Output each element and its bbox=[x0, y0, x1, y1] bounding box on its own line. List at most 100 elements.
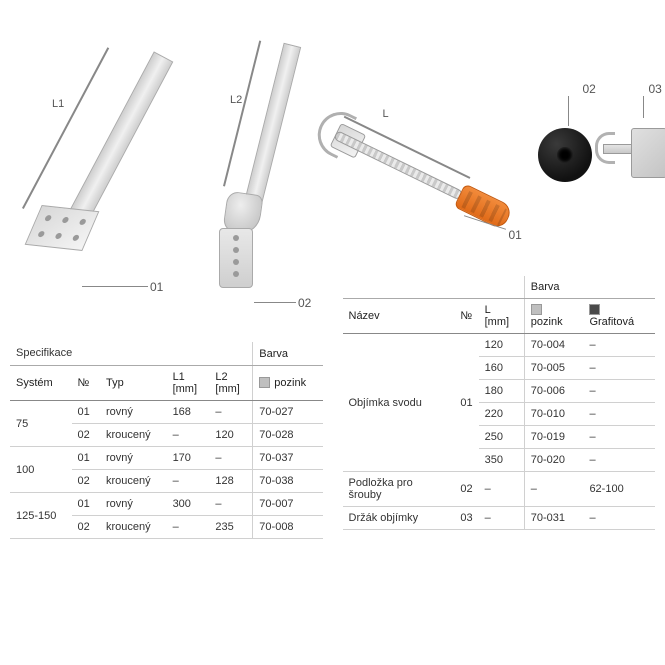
cell-l2: – bbox=[209, 447, 252, 470]
dim-l2-label: L2 bbox=[230, 94, 242, 106]
cell-pozink: 70-031 bbox=[524, 507, 583, 530]
cell-l: 350 bbox=[479, 449, 525, 472]
cell-l: 160 bbox=[479, 357, 525, 380]
callout-01: 01 bbox=[150, 280, 163, 294]
r-barva-header: Barva bbox=[524, 276, 655, 299]
swatch-grafit-icon bbox=[589, 304, 600, 315]
cell-l: 120 bbox=[479, 334, 525, 357]
cell-pozink: 70-005 bbox=[524, 357, 583, 380]
cell-grafit: – bbox=[583, 403, 655, 426]
callout-02: 02 bbox=[298, 296, 311, 310]
left-table: Specifikace Barva Systém № Typ L1 [mm] L… bbox=[10, 342, 323, 539]
cell-l: – bbox=[479, 507, 525, 530]
cell-l2: 128 bbox=[209, 470, 252, 493]
spec-header: Specifikace bbox=[10, 342, 253, 366]
cell-pozink: 70-006 bbox=[524, 380, 583, 403]
cell-l1: – bbox=[167, 516, 210, 539]
left-diagram: L1 01 L2 02 bbox=[10, 8, 323, 328]
cell-typ: kroucený bbox=[100, 516, 167, 539]
col-nr: № bbox=[72, 366, 100, 401]
left-panel: L1 01 L2 02 Specifikace Barva bbox=[0, 0, 333, 665]
cell-pozink: 70-010 bbox=[524, 403, 583, 426]
r-callout-02: 02 bbox=[583, 82, 596, 96]
cell-pozink: 70-008 bbox=[253, 516, 323, 539]
table-row: Objímka svodu0112070-004– bbox=[343, 334, 656, 357]
cell-nazev: Držák objímky bbox=[343, 507, 455, 530]
cell-l1: – bbox=[167, 424, 210, 447]
cell-nr: 01 bbox=[72, 447, 100, 470]
col-l2: L2 [mm] bbox=[209, 366, 252, 401]
table-row: Držák objímky03–70-031– bbox=[343, 507, 656, 530]
col-system: Systém bbox=[10, 366, 72, 401]
swatch-pozink-icon bbox=[259, 377, 270, 388]
cell-typ: rovný bbox=[100, 493, 167, 516]
cell-l2: 120 bbox=[209, 424, 252, 447]
cell-grafit: – bbox=[583, 426, 655, 449]
right-table: Barva Název № L [mm] pozink Grafitová bbox=[343, 276, 656, 530]
cell-typ: rovný bbox=[100, 401, 167, 424]
table-row: 10001rovný170–70-037 bbox=[10, 447, 323, 470]
cell-l: 250 bbox=[479, 426, 525, 449]
cell-pozink: – bbox=[524, 472, 583, 507]
cell-grafit: 62-100 bbox=[583, 472, 655, 507]
cell-system: 75 bbox=[10, 401, 72, 447]
r-callout-03: 03 bbox=[649, 82, 662, 96]
strap-twisted-icon bbox=[205, 38, 335, 298]
cell-pozink: 70-004 bbox=[524, 334, 583, 357]
cell-nr: 01 bbox=[72, 401, 100, 424]
cell-nr: 02 bbox=[72, 424, 100, 447]
cell-l2: – bbox=[209, 401, 252, 424]
dim-l1-label: L1 bbox=[52, 98, 64, 110]
cell-l2: 235 bbox=[209, 516, 252, 539]
cell-typ: rovný bbox=[100, 447, 167, 470]
cell-grafit: – bbox=[583, 449, 655, 472]
r-col-l: L [mm] bbox=[479, 299, 525, 334]
cell-l: 220 bbox=[479, 403, 525, 426]
washer-icon bbox=[538, 128, 592, 182]
cell-l: 180 bbox=[479, 380, 525, 403]
cell-nr: 03 bbox=[454, 507, 478, 530]
right-diagram: L 01 02 03 bbox=[343, 8, 656, 268]
cell-l1: 170 bbox=[167, 447, 210, 470]
anchor-with-plug-icon bbox=[297, 78, 543, 300]
cell-nr: 01 bbox=[454, 334, 478, 472]
cell-pozink: 70-019 bbox=[524, 426, 583, 449]
cell-nazev: Podložka pro šrouby bbox=[343, 472, 455, 507]
col-pozink: pozink bbox=[253, 366, 323, 401]
cell-pozink: 70-027 bbox=[253, 401, 323, 424]
right-panel: L 01 02 03 Barva bbox=[333, 0, 665, 665]
cell-system: 100 bbox=[10, 447, 72, 493]
bracket-icon bbox=[603, 118, 665, 188]
cell-grafit: – bbox=[583, 380, 655, 403]
col-l1: L1 [mm] bbox=[167, 366, 210, 401]
cell-pozink: 70-028 bbox=[253, 424, 323, 447]
cell-nr: 02 bbox=[454, 472, 478, 507]
cell-pozink: 70-007 bbox=[253, 493, 323, 516]
r-col-pozink: pozink bbox=[524, 299, 583, 334]
cell-pozink: 70-037 bbox=[253, 447, 323, 470]
cell-l1: 300 bbox=[167, 493, 210, 516]
table-row: 7501rovný168–70-027 bbox=[10, 401, 323, 424]
cell-typ: kroucený bbox=[100, 424, 167, 447]
cell-system: 125-150 bbox=[10, 493, 72, 539]
cell-pozink: 70-038 bbox=[253, 470, 323, 493]
r-col-grafit: Grafitová bbox=[583, 299, 655, 334]
r-callout-01: 01 bbox=[509, 228, 522, 242]
swatch-pozink-icon bbox=[531, 304, 542, 315]
cell-l: – bbox=[479, 472, 525, 507]
cell-grafit: – bbox=[583, 507, 655, 530]
cell-typ: kroucený bbox=[100, 470, 167, 493]
table-row: Podložka pro šrouby02––62-100 bbox=[343, 472, 656, 507]
cell-l2: – bbox=[209, 493, 252, 516]
r-col-nr: № bbox=[454, 299, 478, 334]
cell-l1: – bbox=[167, 470, 210, 493]
table-row: 125-15001rovný300–70-007 bbox=[10, 493, 323, 516]
cell-nr: 02 bbox=[72, 470, 100, 493]
r-col-nazev: Název bbox=[343, 299, 455, 334]
cell-nr: 01 bbox=[72, 493, 100, 516]
dim-l-label: L bbox=[383, 108, 389, 120]
cell-grafit: – bbox=[583, 334, 655, 357]
barva-header: Barva bbox=[253, 342, 323, 366]
cell-nr: 02 bbox=[72, 516, 100, 539]
cell-grafit: – bbox=[583, 357, 655, 380]
